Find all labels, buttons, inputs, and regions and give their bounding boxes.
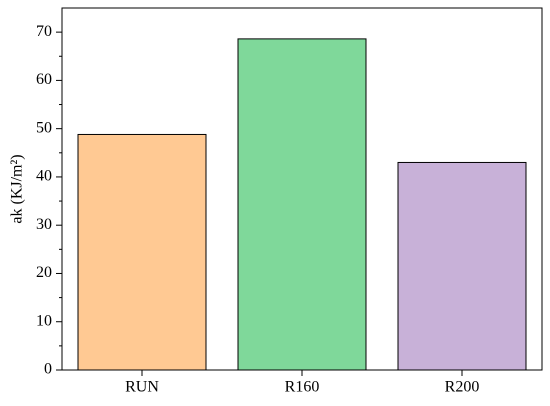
y-axis-label: ak (KJ/m²) xyxy=(9,154,26,223)
y-tick-label: 0 xyxy=(44,361,52,378)
y-tick-label: 30 xyxy=(36,216,52,233)
bar xyxy=(77,133,207,371)
y-tick-label: 40 xyxy=(36,168,52,185)
y-tick-label: 70 xyxy=(36,23,52,40)
y-tick-label: 50 xyxy=(36,119,52,136)
bar xyxy=(237,38,367,371)
x-tick-label: R200 xyxy=(445,379,480,396)
bar xyxy=(397,161,527,371)
y-tick-label: 60 xyxy=(36,71,52,88)
x-tick-label: RUN xyxy=(125,379,159,396)
y-tick-label: 10 xyxy=(36,312,52,329)
x-tick-label: R160 xyxy=(285,379,320,396)
y-tick-label: 20 xyxy=(36,264,52,281)
